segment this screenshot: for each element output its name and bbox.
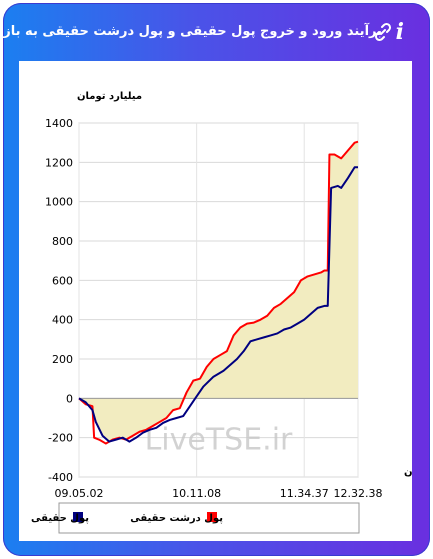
line-chart: -400 -200 0 200 400 600 800 1000 1200 1400 LiveTSE… bbox=[31, 91, 428, 534]
legend-entry: پول درشت حقیقی bbox=[130, 513, 223, 524]
y-tick-label: 1400 bbox=[45, 117, 73, 130]
y-tick-label: 200 bbox=[52, 353, 73, 366]
legend: پول حقیقی پول درشت حقیقی bbox=[31, 502, 360, 534]
y-tick-label: 600 bbox=[52, 274, 73, 287]
series-line-individual bbox=[78, 166, 358, 443]
x-tick-label: 09.05.02 bbox=[55, 487, 104, 500]
legend-swatch bbox=[73, 512, 83, 522]
card-header: برآیند ورود و خروج پول حقیقی و پول درشت … bbox=[0, 3, 430, 61]
legend-swatch bbox=[207, 512, 217, 522]
watermark: LiveTSE.ir bbox=[145, 422, 293, 457]
y-tick-label: -400 bbox=[48, 471, 73, 484]
chart-title: برآیند ورود و خروج پول حقیقی و پول درشت … bbox=[0, 24, 382, 39]
link-icon[interactable] bbox=[373, 22, 393, 42]
y-tick-label: 1200 bbox=[45, 156, 73, 169]
area-fill bbox=[79, 141, 358, 442]
legend-entry: پول حقیقی bbox=[31, 513, 89, 524]
x-tick-label: 11.34.37 bbox=[280, 487, 329, 500]
x-tick-label: 12.32.38 bbox=[334, 487, 383, 500]
y-tick-label: 1000 bbox=[45, 196, 73, 209]
y-tick-label: 800 bbox=[52, 235, 73, 248]
y-tick-label: 400 bbox=[52, 314, 73, 327]
x-axis-label: زمان bbox=[404, 467, 412, 478]
info-icon[interactable]: i bbox=[395, 19, 404, 45]
x-tick-label: 10.11.08 bbox=[172, 487, 221, 500]
y-tick-label: 0 bbox=[66, 392, 73, 405]
chart-panel: -400 -200 0 200 400 600 800 1000 1200 1400 LiveTSE… bbox=[19, 61, 428, 541]
y-tick-label: -200 bbox=[48, 432, 73, 445]
y-axis-label: میلیارد تومان bbox=[77, 91, 142, 102]
chart-card: برآیند ورود و خروج پول حقیقی و پول درشت … bbox=[0, 3, 430, 556]
